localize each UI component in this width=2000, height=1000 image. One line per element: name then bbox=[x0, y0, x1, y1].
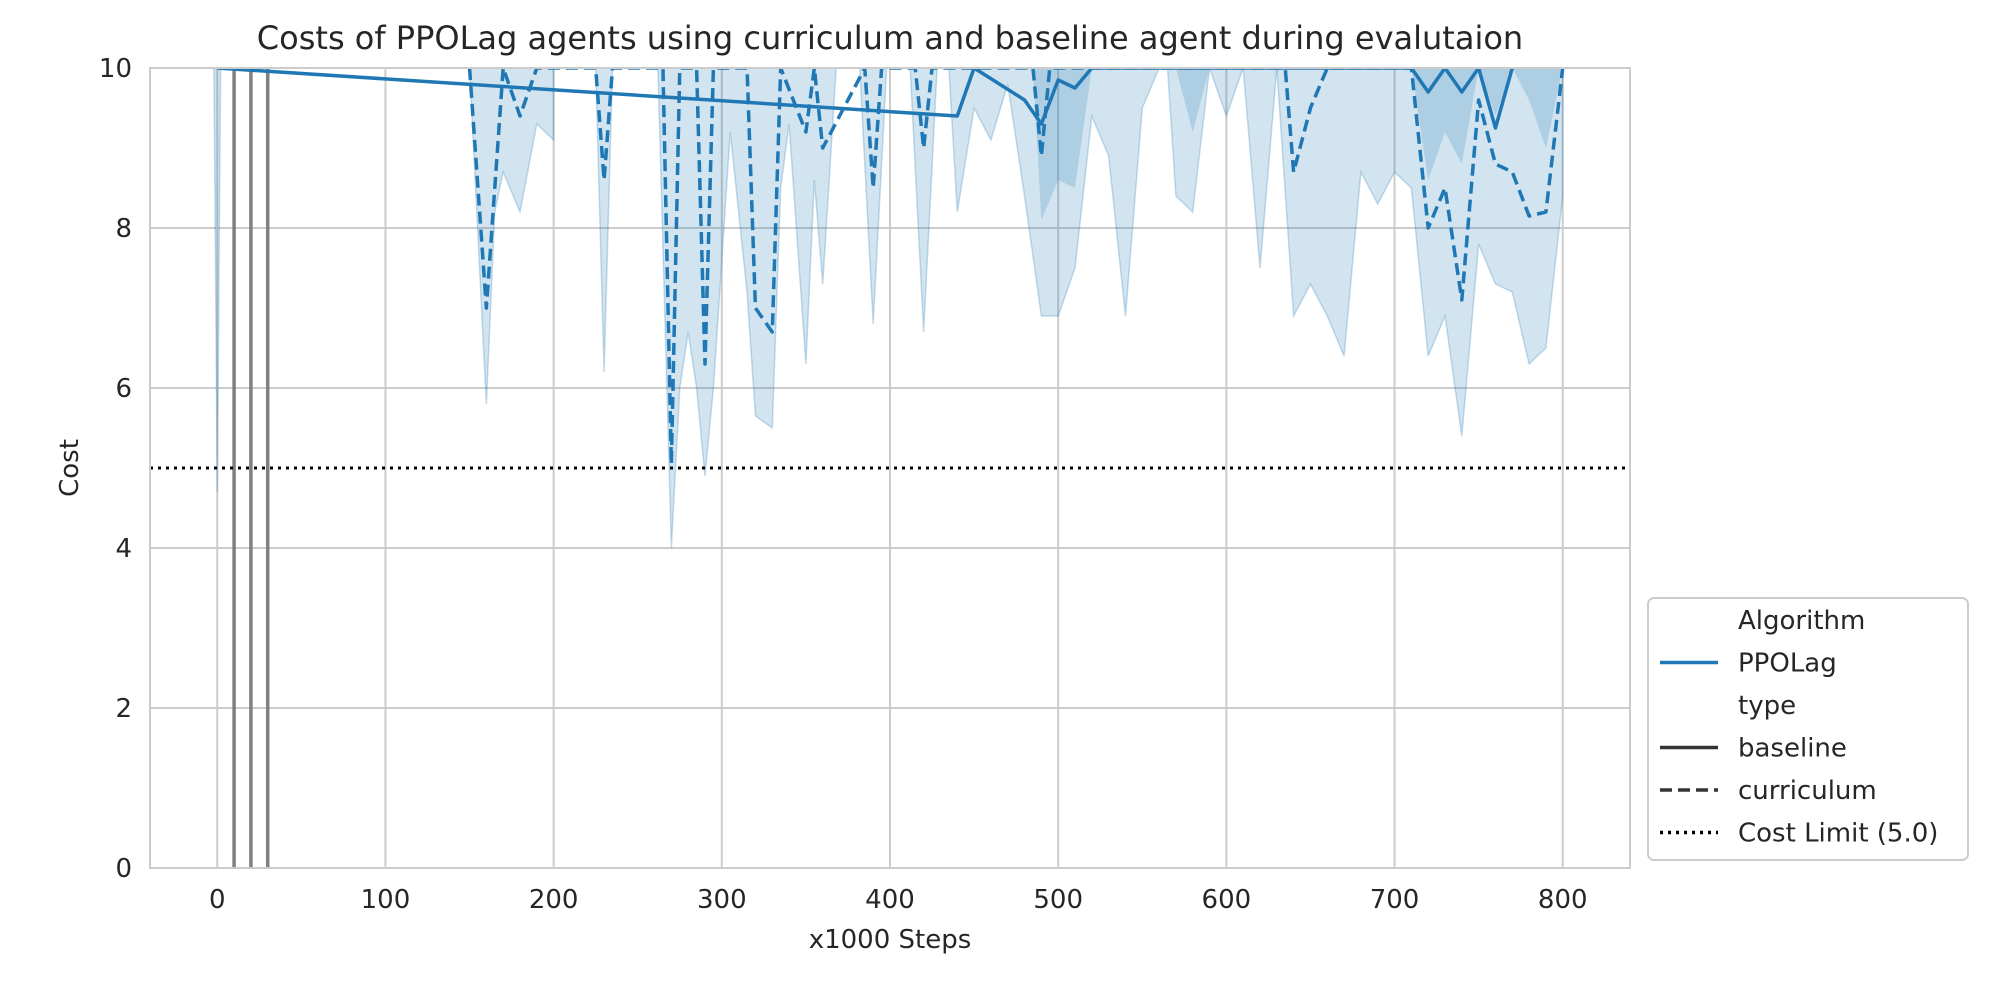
y-tick-labels: 0 2 4 6 8 10 bbox=[99, 54, 132, 884]
x-tick-label: 100 bbox=[361, 885, 411, 915]
plot-area bbox=[150, 68, 1630, 868]
legend-entry: PPOLag bbox=[1738, 649, 1837, 679]
legend-entry: baseline bbox=[1738, 734, 1847, 764]
x-tick-label: 200 bbox=[529, 885, 579, 915]
confidence-band bbox=[468, 68, 555, 405]
confidence-band bbox=[657, 68, 837, 549]
confidence-band bbox=[1166, 68, 1278, 269]
chart-title: Costs of PPOLag agents using curriculum … bbox=[257, 19, 1523, 57]
legend-box bbox=[1647, 597, 1969, 861]
legend-entry: type bbox=[1738, 691, 1796, 721]
x-tick-labels: 0 100 200 300 400 500 600 700 800 bbox=[209, 885, 1588, 915]
legend: Algorithm PPOLag type baseline curriculum Cos… bbox=[1647, 597, 1969, 861]
y-tick-label: 2 bbox=[115, 694, 132, 724]
x-tick-label: 400 bbox=[865, 885, 915, 915]
confidence-band bbox=[213, 68, 222, 493]
y-tick-label: 4 bbox=[115, 534, 132, 564]
y-tick-label: 0 bbox=[115, 854, 132, 884]
confidence-band-overlap bbox=[1175, 68, 1210, 132]
x-axis-label: x1000 Steps bbox=[809, 925, 972, 955]
plot-frame bbox=[149, 67, 1631, 869]
x-tick-label: 600 bbox=[1202, 885, 1252, 915]
confidence-band bbox=[858, 68, 888, 325]
confidence-band bbox=[594, 68, 614, 373]
confidence-band bbox=[1276, 68, 1564, 437]
legend-entry: Cost Limit (5.0) bbox=[1738, 819, 1938, 849]
legend-entry: curriculum bbox=[1738, 776, 1877, 806]
x-tick-label: 0 bbox=[209, 885, 226, 915]
y-tick-label: 6 bbox=[115, 374, 132, 404]
y-axis-label: Cost bbox=[55, 439, 85, 497]
x-tick-label: 800 bbox=[1538, 885, 1588, 915]
confidence-band-overlap bbox=[1411, 68, 1563, 180]
y-tick-label: 10 bbox=[99, 54, 132, 84]
x-tick-label: 700 bbox=[1370, 885, 1420, 915]
confidence-band bbox=[909, 68, 938, 333]
x-tick-label: 500 bbox=[1033, 885, 1083, 915]
confidence-band bbox=[948, 68, 1160, 317]
y-tick-label: 8 bbox=[115, 214, 132, 244]
legend-entry: Algorithm bbox=[1738, 606, 1865, 636]
x-tick-label: 300 bbox=[697, 885, 747, 915]
series-line-baseline bbox=[217, 68, 1514, 130]
